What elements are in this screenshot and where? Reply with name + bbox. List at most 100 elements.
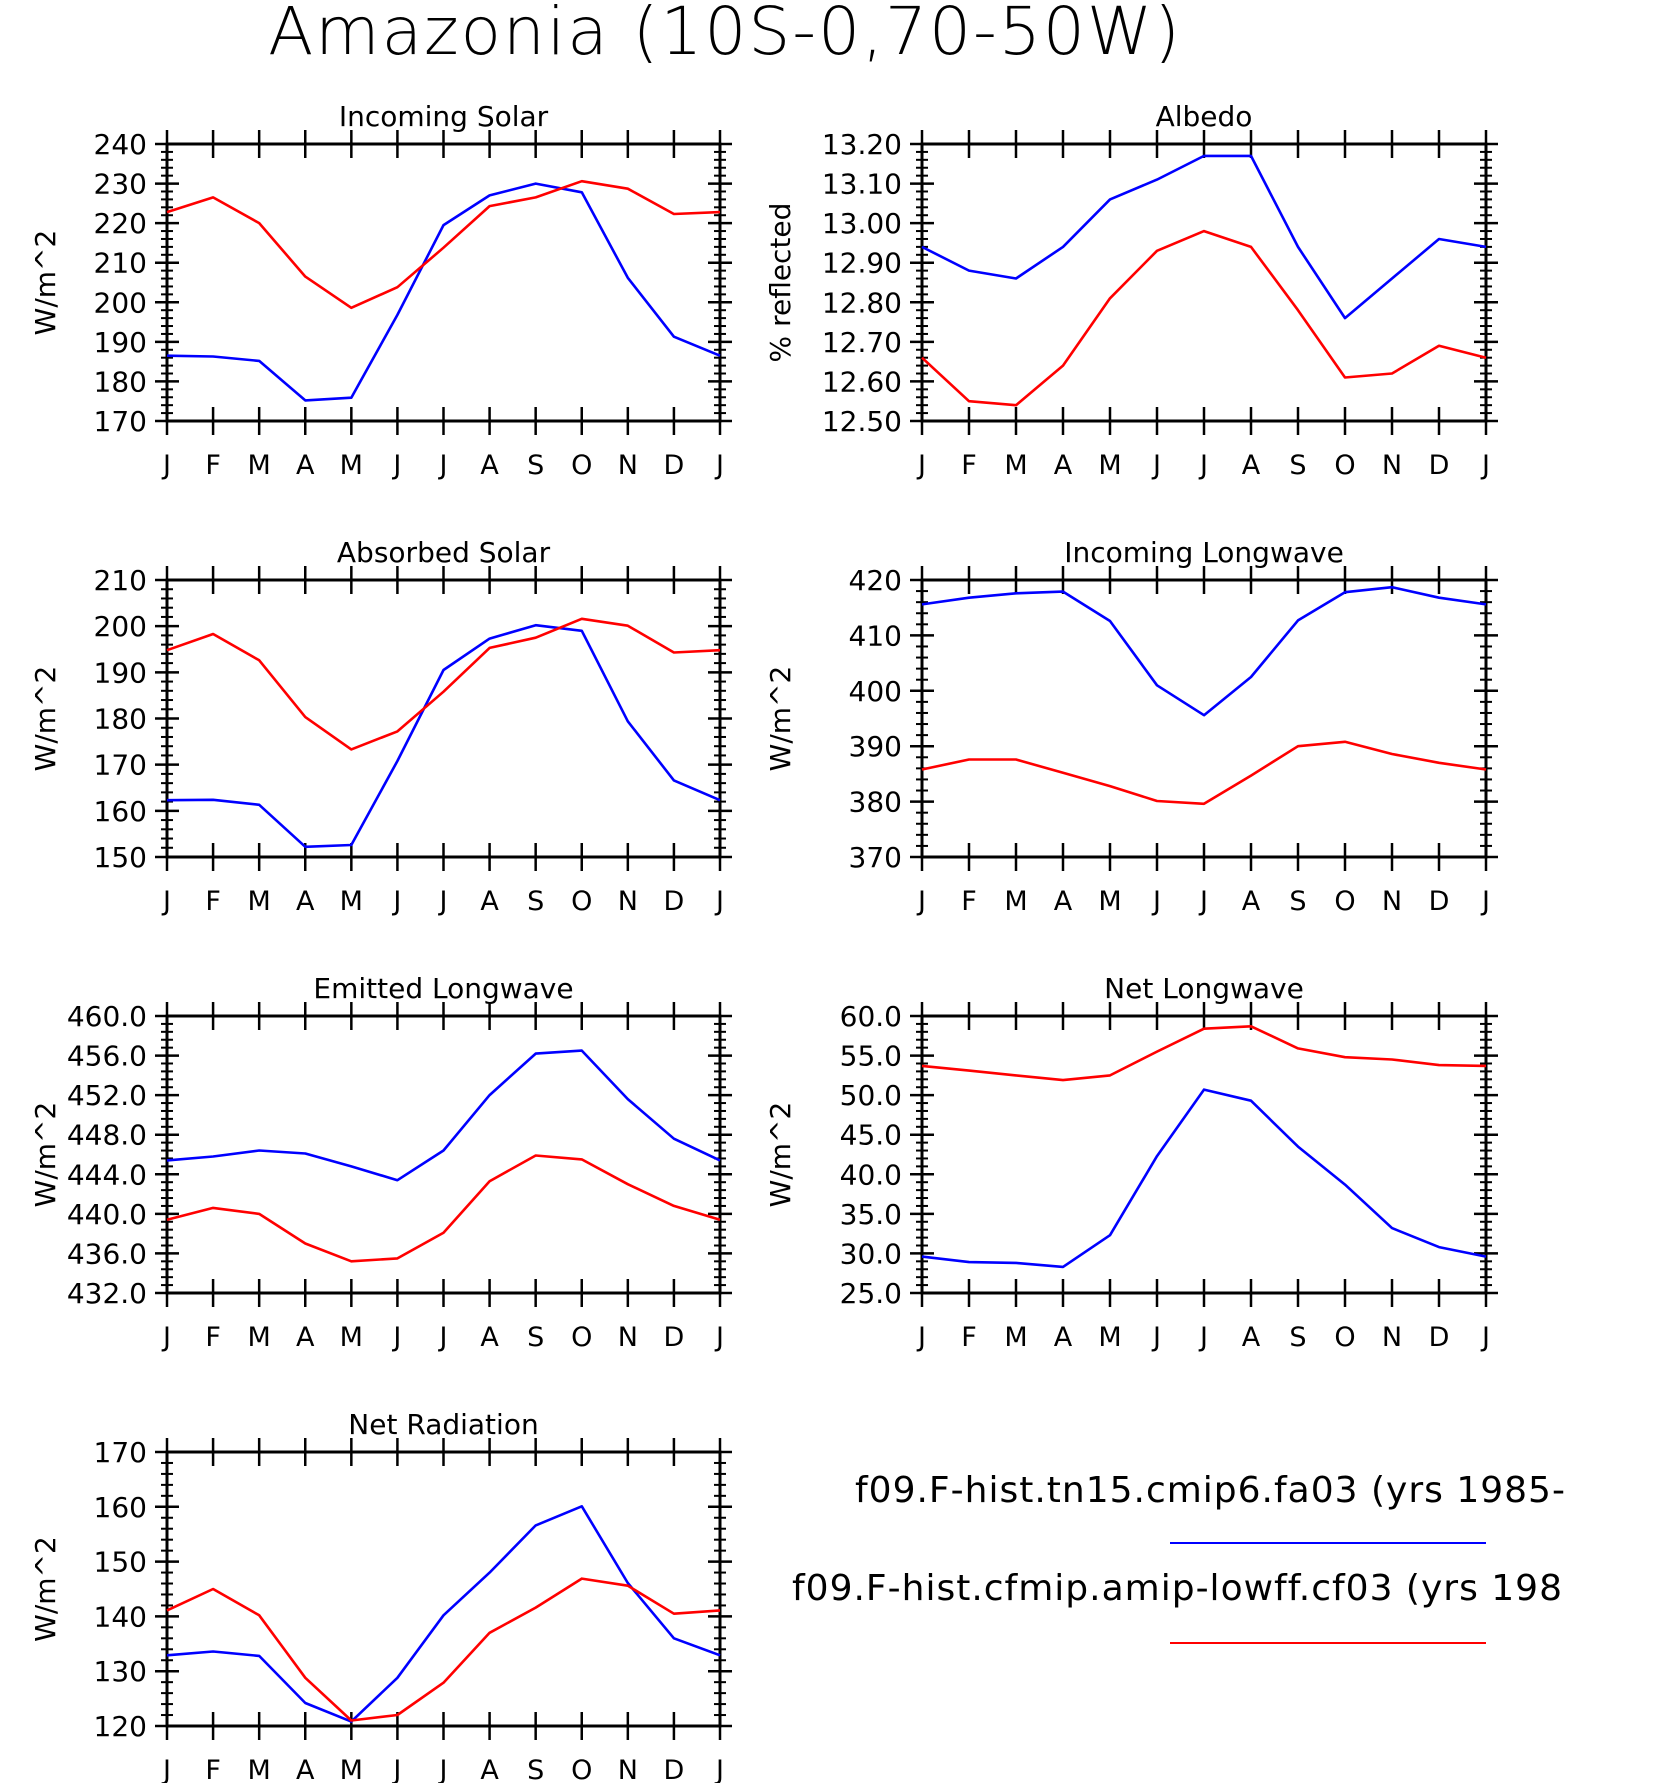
y-tick-label: 170 (94, 405, 147, 438)
y-axis-label: W/m^2 (29, 666, 62, 772)
series-line-1 (921, 1088, 1487, 1269)
y-tick-label: 170 (94, 1436, 147, 1469)
y-tick-label: 400 (849, 675, 902, 708)
x-tick-label: J (1198, 450, 1208, 481)
x-tick-label: A (1242, 886, 1261, 917)
x-tick-label: J (161, 1322, 171, 1353)
y-tick-label: 180 (94, 365, 147, 398)
legend-line-series-2 (1170, 1642, 1486, 1644)
x-tick-label: J (714, 1322, 724, 1353)
y-tick-label: 12.80 (822, 286, 902, 319)
x-tick-label: D (664, 886, 685, 917)
x-tick-label: D (664, 1755, 685, 1783)
x-tick-label: N (1382, 1322, 1402, 1353)
x-tick-label: D (664, 1322, 685, 1353)
series-line-1 (166, 623, 721, 849)
x-tick-label: J (438, 1755, 448, 1783)
x-tick-label: S (1289, 886, 1306, 917)
x-tick-label: M (1004, 450, 1027, 481)
chart-title: Incoming Longwave (1064, 536, 1344, 569)
x-tick-label: A (480, 450, 499, 481)
x-tick-label: N (1382, 450, 1402, 481)
y-tick-label: 150 (94, 841, 147, 874)
y-tick-label: 13.00 (822, 207, 902, 240)
y-tick-label: 160 (94, 795, 147, 828)
y-tick-label: 448.0 (67, 1119, 147, 1152)
series-line-2 (166, 179, 721, 310)
series-line-2 (166, 1577, 721, 1722)
series-line-1 (166, 182, 721, 402)
x-tick-label: J (714, 1755, 724, 1783)
series-line-1 (166, 1505, 721, 1723)
x-tick-label: F (961, 450, 977, 481)
x-tick-label: M (248, 1322, 271, 1353)
y-tick-label: 444.0 (67, 1158, 147, 1191)
y-tick-label: 460.0 (67, 1000, 147, 1033)
x-tick-label: S (527, 886, 544, 917)
y-tick-label: 432.0 (67, 1277, 147, 1310)
x-tick-label: F (961, 886, 977, 917)
y-tick-label: 50.0 (840, 1079, 902, 1112)
chart-title: Emitted Longwave (313, 972, 573, 1005)
legend-label-series-1: f09.F-hist.tn15.cmip6.fa03 (yrs 1985- (855, 1470, 1566, 1511)
y-tick-label: 180 (94, 703, 147, 736)
x-tick-label: M (1004, 1322, 1027, 1353)
chart-panel-5: J F M A M J J A S O N D J432.0436.0440.0444.0448.045… (29, 972, 732, 1353)
y-tick-label: 210 (94, 247, 147, 280)
y-tick-label: 130 (94, 1655, 147, 1688)
x-tick-label: M (340, 1322, 363, 1353)
x-tick-label: M (340, 450, 363, 481)
x-tick-label: N (618, 1755, 638, 1783)
y-tick-label: 230 (94, 168, 147, 201)
chart-title: Absorbed Solar (337, 536, 551, 569)
x-tick-label: F (205, 1755, 221, 1783)
x-tick-label: J (714, 886, 724, 917)
series-line-2 (166, 1154, 721, 1263)
y-axis-label: W/m^2 (29, 1102, 62, 1208)
y-tick-label: 30.0 (840, 1237, 902, 1270)
x-tick-label: J (1480, 450, 1490, 481)
y-tick-label: 12.70 (822, 326, 902, 359)
x-tick-label: O (571, 450, 592, 481)
series-line-1 (921, 585, 1487, 717)
y-tick-label: 210 (94, 564, 147, 597)
y-tick-label: 12.60 (822, 365, 902, 398)
legend-label-series-2: f09.F-hist.cfmip.amip-lowff.cf03 (yrs 19… (792, 1568, 1563, 1609)
y-tick-label: 440.0 (67, 1198, 147, 1231)
y-tick-label: 200 (94, 286, 147, 319)
x-tick-label: D (664, 450, 685, 481)
y-tick-label: 60.0 (840, 1000, 902, 1033)
chart-title: Incoming Solar (339, 100, 549, 133)
x-tick-label: O (1334, 1322, 1355, 1353)
x-tick-label: S (1289, 1322, 1306, 1353)
series-line-2 (921, 1025, 1487, 1082)
y-tick-label: 220 (94, 207, 147, 240)
x-tick-label: J (1151, 450, 1161, 481)
series-line-1 (166, 1049, 721, 1182)
x-tick-label: M (1098, 1322, 1121, 1353)
series-line-2 (166, 617, 721, 751)
plot-frame (165, 1450, 722, 1728)
y-axis-label: W/m^2 (764, 666, 797, 772)
x-tick-label: A (296, 1755, 315, 1783)
x-tick-label: J (438, 886, 448, 917)
y-tick-label: 390 (849, 730, 902, 763)
y-tick-label: 370 (849, 841, 902, 874)
y-tick-label: 456.0 (67, 1040, 147, 1073)
x-tick-label: A (1242, 450, 1261, 481)
x-tick-label: J (714, 450, 724, 481)
plot-frame (165, 1014, 722, 1295)
y-tick-label: 25.0 (840, 1277, 902, 1310)
x-tick-label: A (480, 1322, 499, 1353)
series-line-2 (921, 740, 1487, 806)
y-tick-label: 150 (94, 1546, 147, 1579)
x-tick-label: N (618, 450, 638, 481)
x-tick-label: J (1480, 1322, 1490, 1353)
x-tick-label: O (571, 1755, 592, 1783)
x-tick-label: N (1382, 886, 1402, 917)
chart-panel-3: J F M A M J J A S O N D J150160170180190200210Absorb… (29, 536, 732, 917)
y-tick-label: 200 (94, 610, 147, 643)
x-tick-label: A (1054, 450, 1073, 481)
chart-title: Net Longwave (1104, 972, 1304, 1005)
